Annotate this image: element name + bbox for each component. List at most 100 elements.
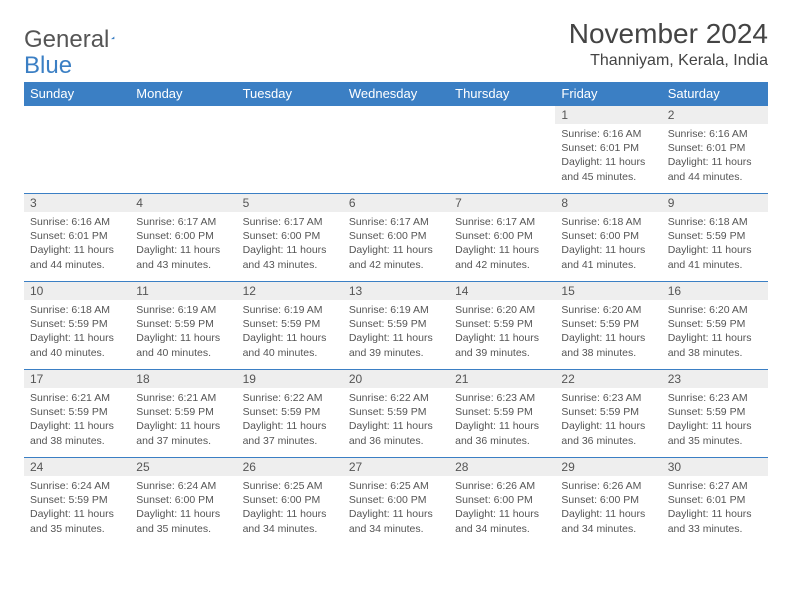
header: General Blue November 2024 Thanniyam, Ke… xyxy=(24,18,768,70)
sunset-text: Sunset: 6:00 PM xyxy=(349,229,443,243)
sunset-text: Sunset: 5:59 PM xyxy=(561,317,655,331)
daylight-text-1: Daylight: 11 hours xyxy=(243,243,337,257)
day-cell: 12Sunrise: 6:19 AMSunset: 5:59 PMDayligh… xyxy=(237,282,343,370)
sunrise-text: Sunrise: 6:21 AM xyxy=(30,391,124,405)
daylight-text-1: Daylight: 11 hours xyxy=(136,419,230,433)
day-cell: 17Sunrise: 6:21 AMSunset: 5:59 PMDayligh… xyxy=(24,370,130,458)
day-details: Sunrise: 6:20 AMSunset: 5:59 PMDaylight:… xyxy=(555,300,661,364)
day-cell xyxy=(343,106,449,194)
day-details: Sunrise: 6:26 AMSunset: 6:00 PMDaylight:… xyxy=(449,476,555,540)
week-row: 1Sunrise: 6:16 AMSunset: 6:01 PMDaylight… xyxy=(24,106,768,194)
day-number: 30 xyxy=(662,458,768,476)
day-number: 28 xyxy=(449,458,555,476)
sunset-text: Sunset: 6:00 PM xyxy=(349,493,443,507)
day-cell: 19 Sunrise: 6:22 AMSunset: 5:59 PMDayligh… xyxy=(237,370,343,458)
day-cell: 30Sunrise: 6:27 AMSunset: 6:01 PMDayligh… xyxy=(662,458,768,546)
day-cell: 24Sunrise: 6:24 AMSunset: 5:59 PMDayligh… xyxy=(24,458,130,546)
day-cell: 28Sunrise: 6:26 AMSunset: 6:00 PMDayligh… xyxy=(449,458,555,546)
day-number: 4 xyxy=(130,194,236,212)
daylight-text-1: Daylight: 11 hours xyxy=(30,331,124,345)
daylight-text-2: and 43 minutes. xyxy=(136,258,230,272)
calendar-table: SundayMondayTuesdayWednesdayThursdayFrid… xyxy=(24,82,768,546)
daylight-text-2: and 40 minutes. xyxy=(136,346,230,360)
day-cell: 22Sunrise: 6:23 AMSunset: 5:59 PMDayligh… xyxy=(555,370,661,458)
sunrise-text: Sunrise: 6:20 AM xyxy=(668,303,762,317)
daylight-text-1: Daylight: 11 hours xyxy=(30,507,124,521)
daylight-text-2: and 44 minutes. xyxy=(668,170,762,184)
daylight-text-2: and 41 minutes. xyxy=(561,258,655,272)
daylight-text-2: and 38 minutes. xyxy=(30,434,124,448)
sunset-text: Sunset: 6:00 PM xyxy=(243,493,337,507)
day-cell: 11Sunrise: 6:19 AMSunset: 5:59 PMDayligh… xyxy=(130,282,236,370)
day-number: 10 xyxy=(24,282,130,300)
daylight-text-2: and 34 minutes. xyxy=(561,522,655,536)
logo-sail-icon xyxy=(111,29,115,47)
daylight-text-1: Daylight: 11 hours xyxy=(455,507,549,521)
sunrise-text: Sunrise: 6:18 AM xyxy=(30,303,124,317)
sunrise-text: Sunrise: 6:18 AM xyxy=(668,215,762,229)
sunrise-text: Sunrise: 6:25 AM xyxy=(349,479,443,493)
sunrise-text: Sunrise: 6:22 AM xyxy=(243,391,337,405)
day-number: 14 xyxy=(449,282,555,300)
day-number: 12 xyxy=(237,282,343,300)
day-number: 18 xyxy=(130,370,236,388)
day-number: 27 xyxy=(343,458,449,476)
sunrise-text: Sunrise: 6:23 AM xyxy=(668,391,762,405)
day-number: 21 xyxy=(449,370,555,388)
daylight-text-2: and 39 minutes. xyxy=(349,346,443,360)
daylight-text-2: and 35 minutes. xyxy=(30,522,124,536)
day-number: 29 xyxy=(555,458,661,476)
day-cell: 10Sunrise: 6:18 AMSunset: 5:59 PMDayligh… xyxy=(24,282,130,370)
day-details: Sunrise: 6:25 AMSunset: 6:00 PMDaylight:… xyxy=(343,476,449,540)
day-details: Sunrise: 6:19 AMSunset: 5:59 PMDaylight:… xyxy=(237,300,343,364)
sunset-text: Sunset: 5:59 PM xyxy=(243,405,337,419)
day-details: Sunrise: 6:17 AMSunset: 6:00 PMDaylight:… xyxy=(449,212,555,276)
daylight-text-1: Daylight: 11 hours xyxy=(561,243,655,257)
day-details: Sunrise: 6:23 AMSunset: 5:59 PMDaylight:… xyxy=(449,388,555,452)
daylight-text-2: and 39 minutes. xyxy=(455,346,549,360)
day-number: 20 xyxy=(343,370,449,388)
day-cell: 2Sunrise: 6:16 AMSunset: 6:01 PMDaylight… xyxy=(662,106,768,194)
daylight-text-1: Daylight: 11 hours xyxy=(349,331,443,345)
daylight-text-1: Daylight: 11 hours xyxy=(243,419,337,433)
day-number: 24 xyxy=(24,458,130,476)
daylight-text-1: Daylight: 11 hours xyxy=(668,243,762,257)
day-details: Sunrise: 6:19 AMSunset: 5:59 PMDaylight:… xyxy=(343,300,449,364)
day-cell: 23Sunrise: 6:23 AMSunset: 5:59 PMDayligh… xyxy=(662,370,768,458)
sunset-text: Sunset: 5:59 PM xyxy=(668,405,762,419)
daylight-text-2: and 37 minutes. xyxy=(243,434,337,448)
day-details: Sunrise: 6:18 AMSunset: 5:59 PMDaylight:… xyxy=(24,300,130,364)
day-number: 17 xyxy=(24,370,130,388)
day-header: Tuesday xyxy=(237,82,343,106)
sunrise-text: Sunrise: 6:19 AM xyxy=(349,303,443,317)
sunrise-text: Sunrise: 6:27 AM xyxy=(668,479,762,493)
daylight-text-1: Daylight: 11 hours xyxy=(668,507,762,521)
day-cell: 14Sunrise: 6:20 AMSunset: 5:59 PMDayligh… xyxy=(449,282,555,370)
day-details: Sunrise: 6:17 AMSunset: 6:00 PMDaylight:… xyxy=(343,212,449,276)
daylight-text-1: Daylight: 11 hours xyxy=(349,243,443,257)
sunrise-text: Sunrise: 6:22 AM xyxy=(349,391,443,405)
sunrise-text: Sunrise: 6:17 AM xyxy=(243,215,337,229)
day-details: Sunrise: 6:18 AMSunset: 6:00 PMDaylight:… xyxy=(555,212,661,276)
day-details: Sunrise: 6:21 AMSunset: 5:59 PMDaylight:… xyxy=(130,388,236,452)
day-details: Sunrise: 6:20 AMSunset: 5:59 PMDaylight:… xyxy=(662,300,768,364)
daylight-text-2: and 43 minutes. xyxy=(243,258,337,272)
day-cell: 29Sunrise: 6:26 AMSunset: 6:00 PMDayligh… xyxy=(555,458,661,546)
daylight-text-2: and 35 minutes. xyxy=(668,434,762,448)
day-cell: 27Sunrise: 6:25 AMSunset: 6:00 PMDayligh… xyxy=(343,458,449,546)
sunset-text: Sunset: 5:59 PM xyxy=(136,405,230,419)
day-cell: 21Sunrise: 6:23 AMSunset: 5:59 PMDayligh… xyxy=(449,370,555,458)
sunrise-text: Sunrise: 6:24 AM xyxy=(30,479,124,493)
sunrise-text: Sunrise: 6:17 AM xyxy=(455,215,549,229)
day-number: 3 xyxy=(24,194,130,212)
daylight-text-2: and 42 minutes. xyxy=(455,258,549,272)
sunset-text: Sunset: 6:00 PM xyxy=(243,229,337,243)
day-number: 1 xyxy=(555,106,661,124)
sunset-text: Sunset: 6:00 PM xyxy=(136,229,230,243)
sunset-text: Sunset: 5:59 PM xyxy=(30,405,124,419)
week-row: 17Sunrise: 6:21 AMSunset: 5:59 PMDayligh… xyxy=(24,370,768,458)
daylight-text-2: and 41 minutes. xyxy=(668,258,762,272)
daylight-text-1: Daylight: 11 hours xyxy=(136,507,230,521)
day-number: 19 xyxy=(237,370,343,388)
day-details: Sunrise: 6:16 AMSunset: 6:01 PMDaylight:… xyxy=(555,124,661,188)
